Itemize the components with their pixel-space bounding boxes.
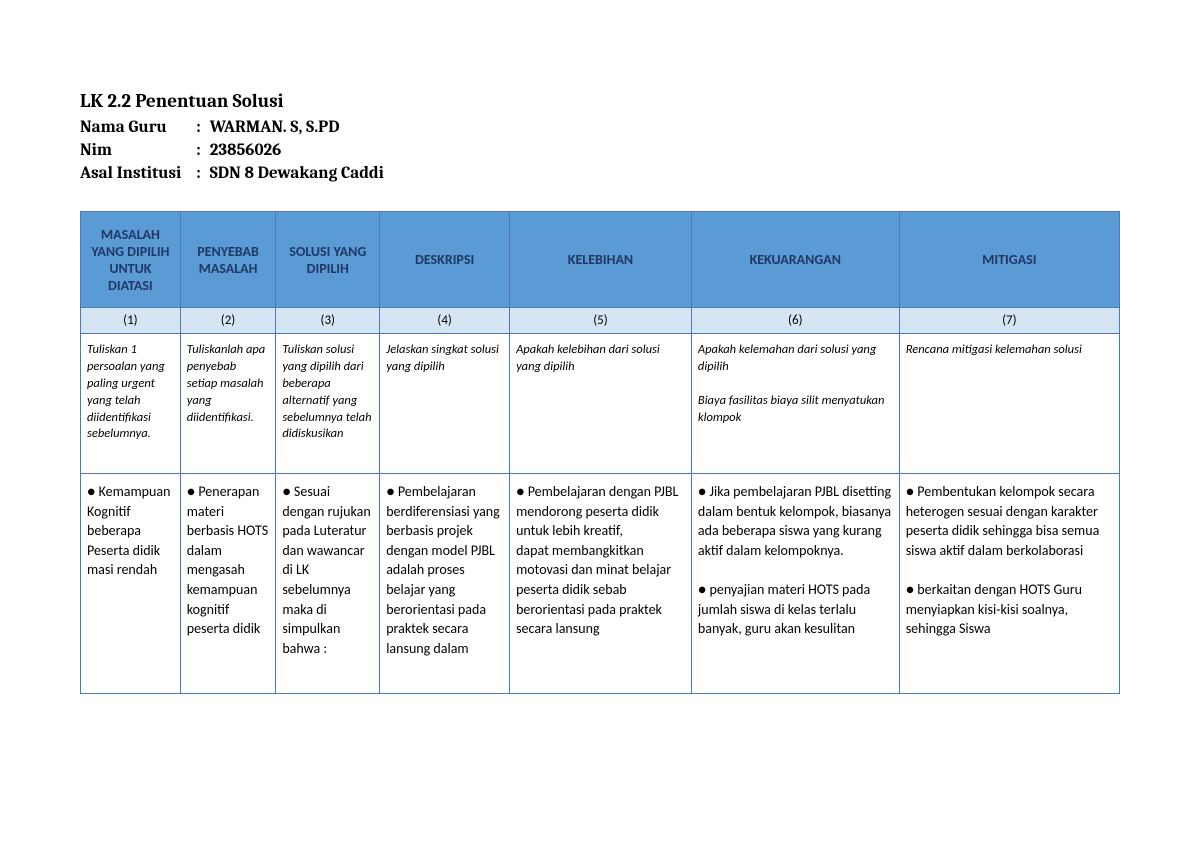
col-number: (7) [899, 308, 1119, 334]
col-number: (5) [510, 308, 692, 334]
document-title: LK 2.2 Penentuan Solusi [80, 90, 1120, 112]
col-number: (2) [180, 308, 276, 334]
col-number: (6) [691, 308, 899, 334]
col-header: KEKUARANGAN [691, 212, 899, 308]
content-cell: ● Jika pembelajaran PJBL disetting dalam… [691, 474, 899, 694]
meta-label: Nim [80, 141, 196, 160]
hint-cell: Rencana mitigasi kelemahan solusi [899, 334, 1119, 474]
meta-row-nama: Nama Guru: WARMAN. S, S.PD [80, 118, 1120, 137]
content-cell: ● Pembelajaran berdiferensiasi yang berb… [380, 474, 510, 694]
content-cell: ● Pembentukan kelompok secara heterogen … [899, 474, 1119, 694]
document-header: LK 2.2 Penentuan Solusi Nama Guru: WARMA… [80, 90, 1120, 183]
col-header: KELEBIHAN [510, 212, 692, 308]
col-header: MASALAH YANG DIPILIH UNTUK DIATASI [81, 212, 181, 308]
table-number-row: (1) (2) (3) (4) (5) (6) (7) [81, 308, 1120, 334]
col-header: MITIGASI [899, 212, 1119, 308]
meta-row-institusi: Asal Institusi: SDN 8 Dewakang Caddi [80, 164, 1120, 183]
col-header: DESKRIPSI [380, 212, 510, 308]
meta-value: 23856026 [210, 141, 282, 160]
col-number: (1) [81, 308, 181, 334]
content-cell: ● Sesuai dengan rujukan pada Luteratur d… [276, 474, 380, 694]
hint-cell: Apakah kelemahan dari solusi yang dipili… [691, 334, 899, 474]
hint-cell: Jelaskan singkat solusi yang dipilih [380, 334, 510, 474]
content-cell: ● Pembelajaran dengan PJBL mendorong pes… [510, 474, 692, 694]
col-number: (3) [276, 308, 380, 334]
solution-table: MASALAH YANG DIPILIH UNTUK DIATASI PENYE… [80, 211, 1120, 694]
hint-cell: Tuliskanlah apa penyebab setiap masalah … [180, 334, 276, 474]
table-header-row: MASALAH YANG DIPILIH UNTUK DIATASI PENYE… [81, 212, 1120, 308]
col-number: (4) [380, 308, 510, 334]
meta-label: Nama Guru [80, 118, 196, 137]
meta-label: Asal Institusi [80, 164, 196, 183]
meta-value: SDN 8 Dewakang Caddi [210, 164, 384, 183]
col-header: SOLUSI YANG DIPILIH [276, 212, 380, 308]
table-content-row: ● Kemampuan Kognitif beberapa Peserta di… [81, 474, 1120, 694]
hint-cell: Tuliskan 1 persoalan yang paling urgent … [81, 334, 181, 474]
meta-row-nim: Nim: 23856026 [80, 141, 1120, 160]
hint-cell: Tuliskan solusi yang dipilih dari bebera… [276, 334, 380, 474]
table-hint-row: Tuliskan 1 persoalan yang paling urgent … [81, 334, 1120, 474]
meta-value: WARMAN. S, S.PD [210, 118, 340, 137]
col-header: PENYEBAB MASALAH [180, 212, 276, 308]
hint-cell: Apakah kelebihan dari solusi yang dipili… [510, 334, 692, 474]
content-cell: ● Kemampuan Kognitif beberapa Peserta di… [81, 474, 181, 694]
content-cell: ● Penerapan materi berbasis HOTS dalam m… [180, 474, 276, 694]
